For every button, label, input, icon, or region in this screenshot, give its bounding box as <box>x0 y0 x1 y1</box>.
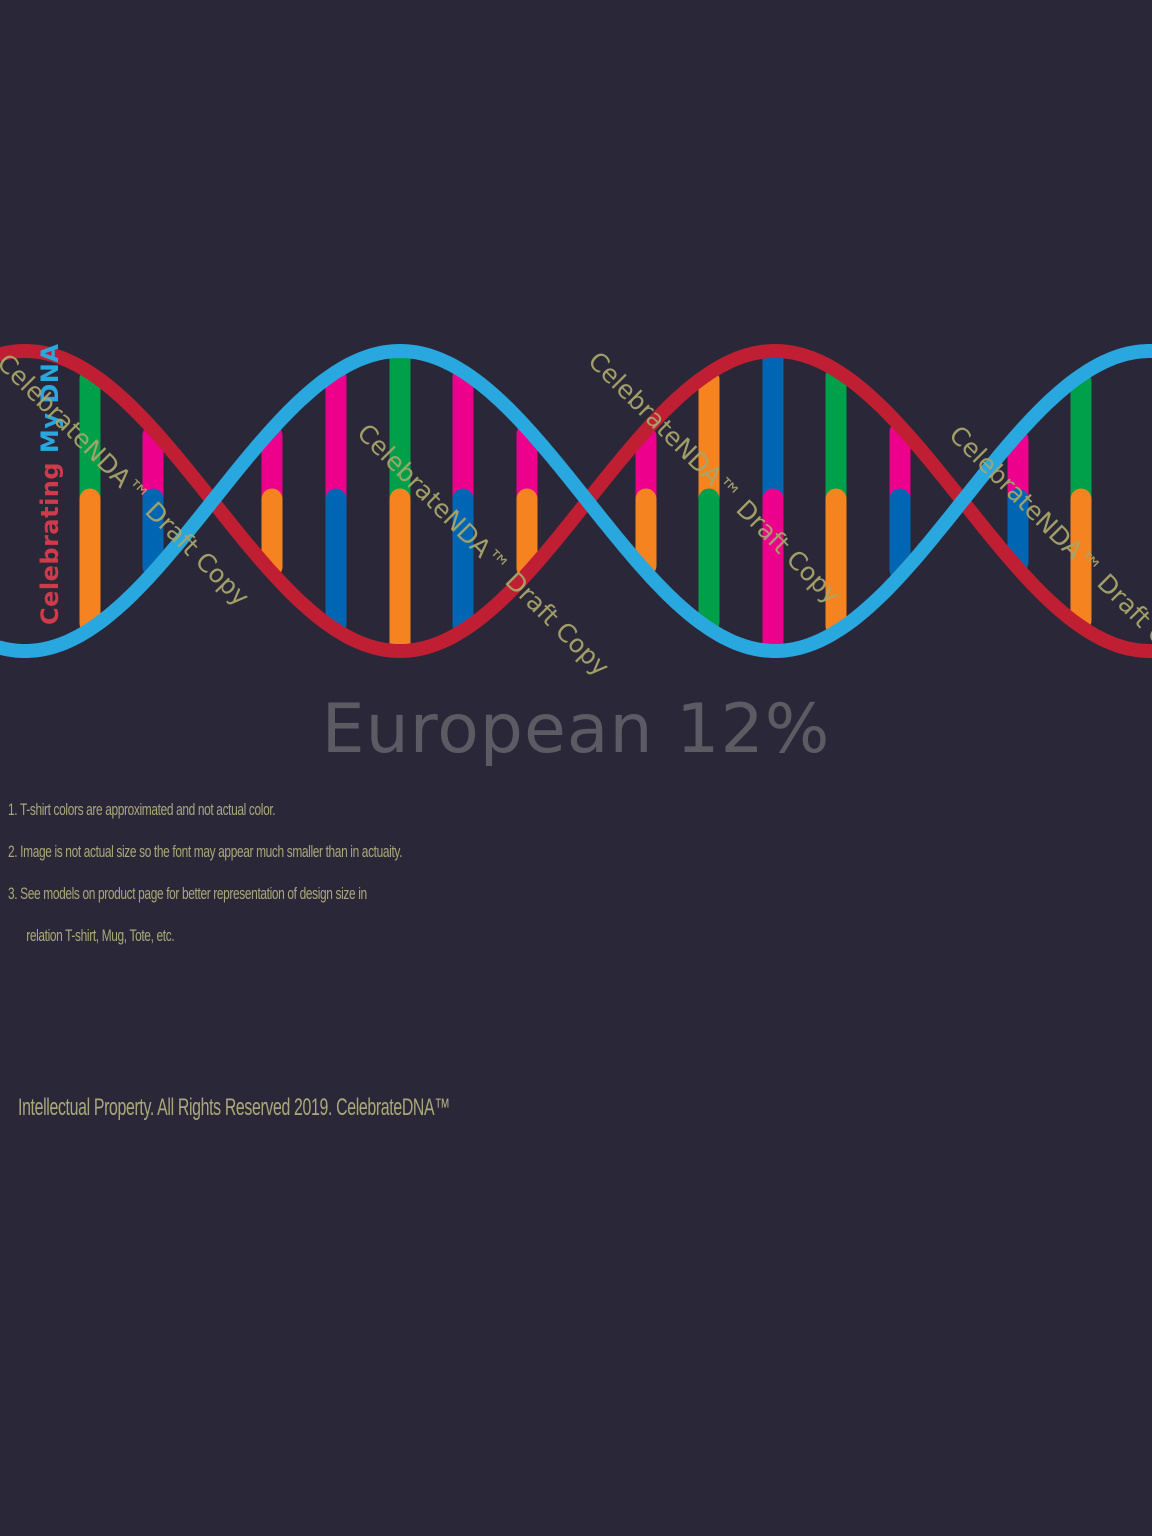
ancestry-headline: European 12% <box>321 690 831 769</box>
dna-strand-blue <box>0 343 1152 658</box>
label-word-celebrating: Celebrating <box>36 461 64 625</box>
note-item: 1. T-shirt colors are approximated and n… <box>8 800 276 819</box>
dna-strand-red <box>0 344 1152 659</box>
note-item: 3. See models on product page for better… <box>8 884 367 903</box>
dna-base-pairs <box>79 346 1092 656</box>
disclaimer-notes: 1. T-shirt colors are approximated and n… <box>8 796 402 964</box>
note-item: 2. Image is not actual size so the font … <box>8 842 403 861</box>
note-item: relation T-shirt, Mug, Tote, etc. <box>26 926 175 945</box>
copyright-footer: Intellectual Property. All Rights Reserv… <box>18 1094 450 1121</box>
